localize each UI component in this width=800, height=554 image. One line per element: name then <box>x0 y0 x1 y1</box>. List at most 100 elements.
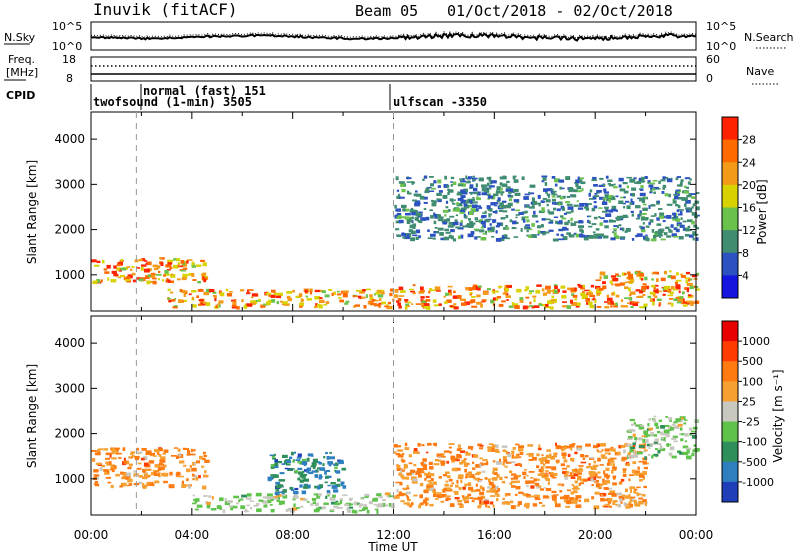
data-cell <box>566 305 572 309</box>
data-cell <box>424 501 428 506</box>
data-cell <box>629 449 634 453</box>
data-cell <box>454 459 460 462</box>
data-cell <box>686 207 691 211</box>
data-cell <box>578 284 583 288</box>
data-cell <box>430 484 434 488</box>
data-cell <box>675 204 679 207</box>
data-cell <box>227 500 233 504</box>
data-cell <box>519 297 524 300</box>
data-cell <box>460 298 466 301</box>
data-cell <box>608 195 614 199</box>
data-cell <box>562 236 568 241</box>
data-cell <box>442 194 448 199</box>
data-cell <box>651 455 654 459</box>
colorbar-tick-label: 24 <box>742 156 756 169</box>
data-cell <box>120 471 124 475</box>
data-cell <box>342 485 347 489</box>
data-cell <box>192 478 196 481</box>
data-cell <box>395 176 399 181</box>
data-cell <box>684 440 688 443</box>
data-cell <box>476 294 481 298</box>
data-cell <box>110 279 117 283</box>
data-cell <box>559 186 562 190</box>
data-cell <box>627 455 631 458</box>
date-range: 01/Oct/2018 - 02/Oct/2018 <box>447 2 673 20</box>
data-cell <box>547 495 550 499</box>
data-cell <box>512 446 516 450</box>
data-cell <box>513 199 520 203</box>
data-cell <box>545 478 551 481</box>
data-cell <box>683 304 688 307</box>
data-cell <box>642 499 647 503</box>
data-cell <box>400 183 405 187</box>
data-cell <box>463 188 468 193</box>
data-cell <box>399 481 403 486</box>
data-cell <box>558 201 563 206</box>
data-cell <box>687 219 693 223</box>
data-cell <box>161 279 165 282</box>
colorbar-tick-label: -25 <box>742 416 760 429</box>
data-cell <box>339 500 343 504</box>
data-cell <box>601 201 608 205</box>
data-cell <box>639 212 642 217</box>
data-cell <box>549 471 554 475</box>
data-cell <box>291 451 294 456</box>
data-cell <box>170 273 173 276</box>
data-cell <box>344 503 349 507</box>
data-cell <box>566 500 572 505</box>
data-cell <box>629 454 634 457</box>
data-cell <box>558 220 563 224</box>
data-cell <box>292 460 295 463</box>
data-cell <box>398 295 405 297</box>
data-cell <box>473 191 479 195</box>
data-cell <box>634 492 639 494</box>
data-cell <box>409 229 413 232</box>
data-cell <box>314 289 320 293</box>
data-cell <box>654 213 657 217</box>
data-cell <box>675 228 680 233</box>
data-cell <box>617 217 621 221</box>
data-cell <box>400 474 404 479</box>
data-cell <box>576 447 582 451</box>
data-cell <box>551 466 557 471</box>
data-cell <box>358 509 362 512</box>
data-cell <box>636 492 640 497</box>
data-cell <box>387 495 393 498</box>
data-cell <box>658 443 662 445</box>
data-cell <box>639 276 642 280</box>
data-cell <box>222 509 226 513</box>
data-cell <box>637 214 640 218</box>
data-cell <box>526 229 529 233</box>
data-cell <box>653 453 659 457</box>
data-cell <box>424 497 428 501</box>
data-cell <box>427 483 432 486</box>
data-cell <box>524 216 529 219</box>
cpid-program-normal: normal (fast) 151 <box>143 84 266 98</box>
data-cell <box>668 452 673 456</box>
data-cell <box>263 504 268 508</box>
data-cell <box>684 287 688 290</box>
data-cell <box>487 198 490 200</box>
data-cell <box>128 463 133 467</box>
data-cell <box>477 288 480 291</box>
data-cell <box>287 507 293 512</box>
data-cell <box>688 193 692 196</box>
data-cell <box>314 503 319 507</box>
data-cell <box>549 306 554 310</box>
data-cell <box>91 450 97 452</box>
data-cell <box>420 217 427 221</box>
data-cell <box>314 474 318 478</box>
data-cell <box>420 296 425 299</box>
data-cell <box>102 260 105 264</box>
data-cell <box>172 305 178 309</box>
data-cell <box>630 210 634 213</box>
data-cell <box>317 467 321 470</box>
data-cell <box>570 210 574 213</box>
data-cell <box>610 197 616 201</box>
data-cell <box>534 497 541 501</box>
data-cell <box>294 493 298 498</box>
data-cell <box>153 455 157 457</box>
data-cell <box>637 493 642 496</box>
data-cell <box>270 294 276 298</box>
data-cell <box>433 493 437 498</box>
